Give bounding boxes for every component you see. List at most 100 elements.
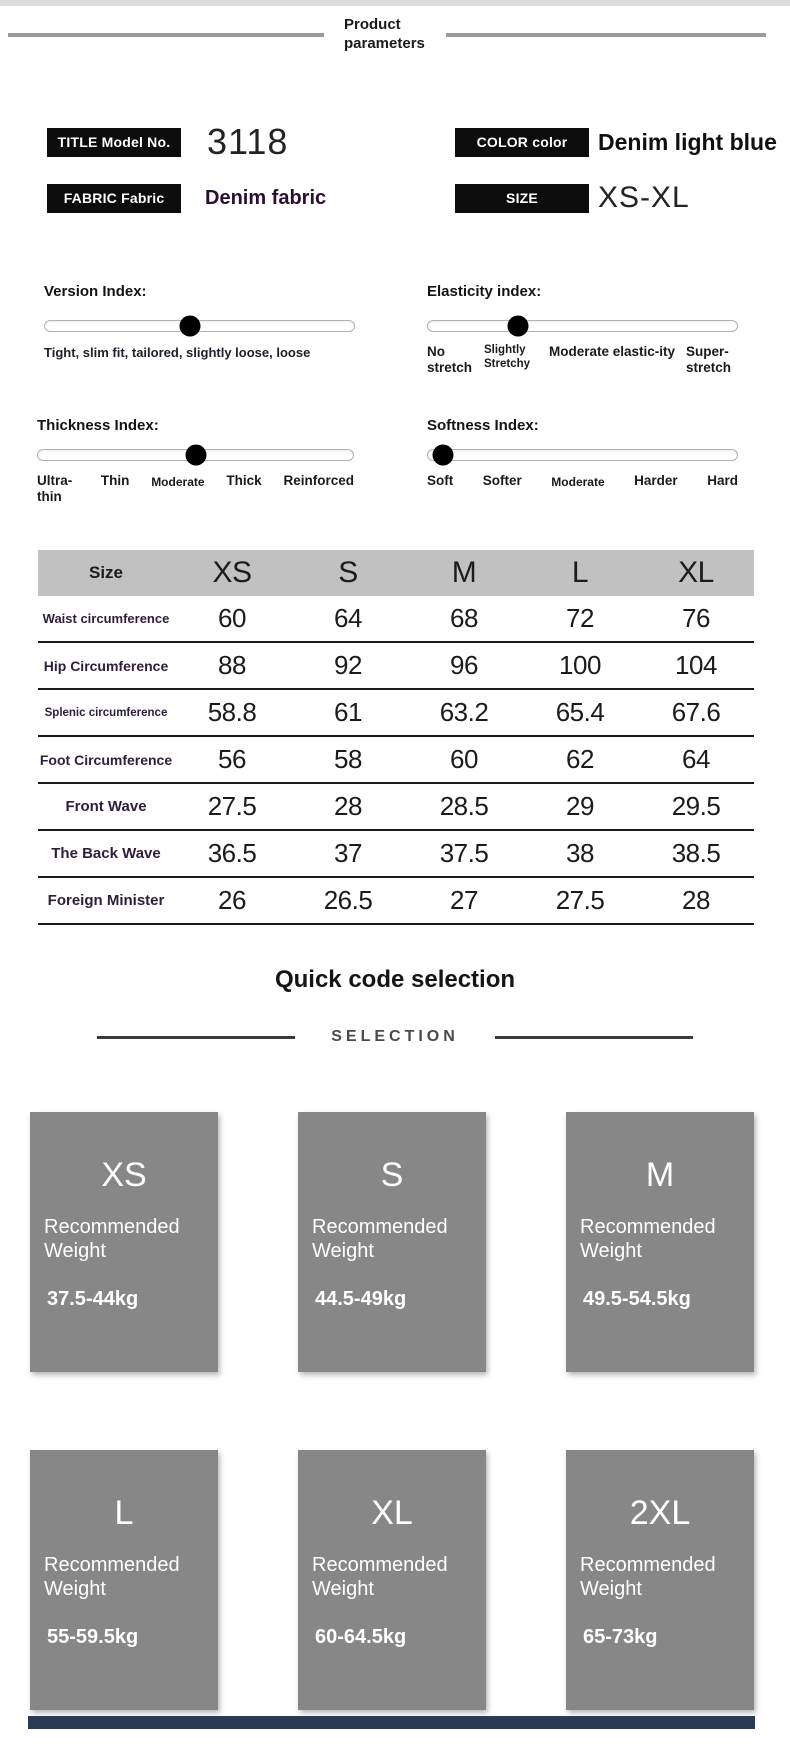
size-table-row: Hip Circumference 88 92 96 100 104 (38, 643, 754, 690)
elasticity-index-label: Elasticity index: (427, 283, 542, 300)
size-card[interactable]: S Recommended Weight 44.5-49kg (298, 1112, 486, 1372)
thickness-slider-knob[interactable] (185, 444, 206, 466)
size-column-header: S (338, 556, 358, 589)
slider-tick-label: Moderate (551, 475, 605, 489)
size-row-label: The Back Wave (51, 845, 161, 862)
size-cell-value: 27.5 (207, 791, 257, 821)
size-cell-value: 58.8 (207, 697, 257, 727)
slider-tick-label: Harder (634, 473, 678, 488)
header-line-right (446, 32, 766, 37)
card-size-label: XS (101, 1156, 147, 1194)
size-cell-value: 36.5 (207, 838, 257, 868)
card-size-label: M (645, 1156, 675, 1194)
model-no-badge: TITLE Model No. (47, 127, 181, 157)
slider-tick-label: Super-stretch (686, 344, 732, 376)
size-cell-value: 96 (450, 650, 478, 680)
selection-line-right (494, 1035, 693, 1039)
elasticity-index-slider: Elasticity index: No stretch Slightly Str… (427, 283, 738, 376)
softness-slider-track (427, 444, 738, 466)
size-cell-value: 58 (334, 744, 362, 774)
size-cell-value: 26 (218, 885, 246, 915)
spec-fabric: FABRIC Fabric Denim fabric (47, 182, 326, 214)
size-cell-value: 28 (334, 791, 362, 821)
size-cell-value: 27.5 (555, 885, 605, 915)
size-table-header: Size XS S M L XL (38, 550, 754, 596)
slider-tick-label: No stretch (427, 344, 473, 376)
size-card[interactable]: L Recommended Weight 55-59.5kg (30, 1450, 218, 1710)
slider-tick-label: Softer (482, 473, 522, 488)
size-cell-value: 38 (566, 838, 594, 868)
card-recommend-label: Recommended Weight (312, 1216, 448, 1262)
card-recommend-label: Recommended Weight (44, 1554, 180, 1600)
size-card[interactable]: 2XL Recommended Weight 65-73kg (566, 1450, 754, 1710)
size-row-label: Front Wave (65, 798, 147, 815)
elasticity-slider-track (427, 315, 738, 337)
version-slider-knob[interactable] (179, 315, 201, 337)
size-row-label: Splenic circumference (44, 706, 168, 719)
card-recommend-label: Recommended Weight (580, 1554, 716, 1600)
model-no-value: 3118 (207, 121, 289, 162)
card-weight-range: 60-64.5kg (315, 1626, 407, 1648)
size-card[interactable]: M Recommended Weight 49.5-54.5kg (566, 1112, 754, 1372)
section-header: Product parameters (8, 16, 782, 54)
fabric-value: Denim fabric (205, 186, 327, 209)
size-card[interactable]: XL Recommended Weight 60-64.5kg (298, 1450, 486, 1710)
size-cell-value: 63.2 (439, 697, 489, 727)
slider-tick-label: Ultra-thin (37, 473, 73, 505)
spec-size: SIZE XS-XL (455, 181, 690, 214)
card-recommend-label: Recommended Weight (44, 1216, 180, 1262)
selection-divider: SELECTION (0, 1028, 790, 1046)
slider-tick-label: Reinforced (283, 473, 354, 488)
size-cell-value: 37 (334, 838, 362, 868)
spec-model: TITLE Model No. 3118 (47, 121, 288, 162)
size-column-header: M (451, 556, 477, 589)
size-cell-value: 67.6 (671, 697, 721, 727)
size-cell-value: 64 (682, 744, 710, 774)
selection-label: SELECTION (331, 1028, 459, 1045)
size-cell-value: 37.5 (439, 838, 489, 868)
size-cell-value: 72 (566, 603, 594, 633)
slider-tick-label: Thin (100, 473, 130, 488)
slider-tick-label: Moderate elastic-ity (549, 344, 676, 359)
elasticity-slider-knob[interactable] (507, 315, 529, 337)
size-cell-value: 104 (675, 650, 717, 680)
slider-tick-label: Moderate (151, 475, 205, 489)
size-table-row: Front Wave 27.5 28 28.5 29 29.5 (38, 784, 754, 831)
header-line-left (8, 32, 324, 37)
size-cell-value: 29 (566, 791, 594, 821)
thickness-index-slider: Thickness Index: Ultra-thin Thin Moderate T… (37, 417, 354, 505)
fabric-badge: FABRIC Fabric (47, 183, 181, 213)
size-column-header: XL (678, 556, 714, 589)
page-title: Product parameters (344, 16, 425, 52)
thickness-slider-track (37, 444, 354, 466)
version-slider-caption: Tight, slim fit, tailored, slightly loos… (44, 345, 311, 360)
top-divider-strip (0, 0, 790, 6)
size-row-label: Foreign Minister (47, 892, 165, 909)
spec-color: COLOR color Denim light blue (455, 126, 777, 158)
quick-code-title: Quick code selection (274, 966, 516, 993)
size-table-row: Waist circumference 60 64 68 72 76 (38, 596, 754, 643)
softness-index-slider: Softness Index: Soft Softer Moderate Harder… (427, 417, 738, 489)
size-cell-value: 28 (682, 885, 710, 915)
size-table-header-label: Size (88, 563, 124, 582)
selection-line-left (97, 1035, 296, 1039)
size-row-label: Hip Circumference (43, 657, 169, 674)
size-row-label: Waist circumference (42, 611, 170, 626)
size-cell-value: 88 (218, 650, 246, 680)
size-cell-value: 62 (566, 744, 594, 774)
size-column-header: L (571, 556, 589, 589)
size-cell-value: 29.5 (671, 791, 721, 821)
thickness-tick-labels: Ultra-thin Thin Moderate Thick Reinforced (37, 473, 354, 505)
softness-slider-knob[interactable] (432, 444, 454, 466)
card-size-label: L (114, 1494, 134, 1532)
size-column-header: XS (212, 556, 252, 589)
slider-tick-label: Thick (226, 473, 262, 488)
softness-index-label: Softness Index: (427, 417, 539, 434)
size-card[interactable]: XS Recommended Weight 37.5-44kg (30, 1112, 218, 1372)
thickness-index-label: Thickness Index: (37, 417, 159, 434)
card-size-label: XL (371, 1494, 413, 1532)
size-cell-value: 38.5 (671, 838, 721, 868)
size-cell-value: 60 (450, 744, 478, 774)
size-cell-value: 65.4 (555, 697, 605, 727)
